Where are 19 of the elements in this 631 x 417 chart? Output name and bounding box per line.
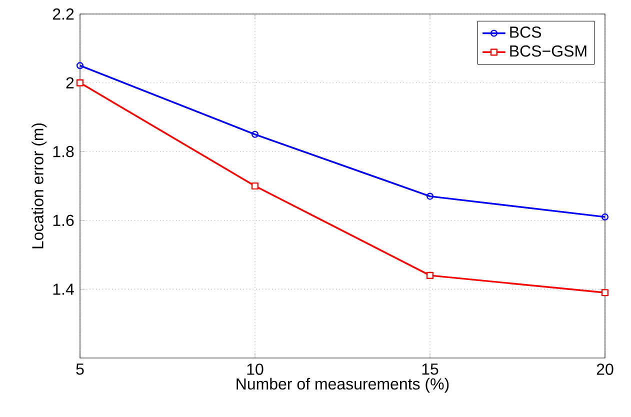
legend-label: BCS−GSM <box>510 45 586 57</box>
point <box>76 79 84 86</box>
point <box>251 130 259 138</box>
y-tick-label: 1.6 <box>53 214 74 226</box>
y-tick-label: 1.4 <box>53 284 74 295</box>
x-tick-label: 10 <box>247 364 264 375</box>
x-axis-title: Number of measurements (%) <box>236 378 449 393</box>
point <box>426 272 434 279</box>
y-tick-label: 1.8 <box>53 146 74 158</box>
x-tick-label: 20 <box>596 364 614 375</box>
legend-label: BCS <box>510 26 542 38</box>
y-axis-title: Location error (m) <box>32 123 47 248</box>
y-tick-label: 2.2 <box>52 8 74 20</box>
point <box>426 192 434 200</box>
y-tick-label: 2 <box>66 77 74 88</box>
point <box>251 182 259 190</box>
point <box>601 289 609 296</box>
x-tick-label: 5 <box>76 364 84 375</box>
x-tick-label: 15 <box>422 364 438 375</box>
